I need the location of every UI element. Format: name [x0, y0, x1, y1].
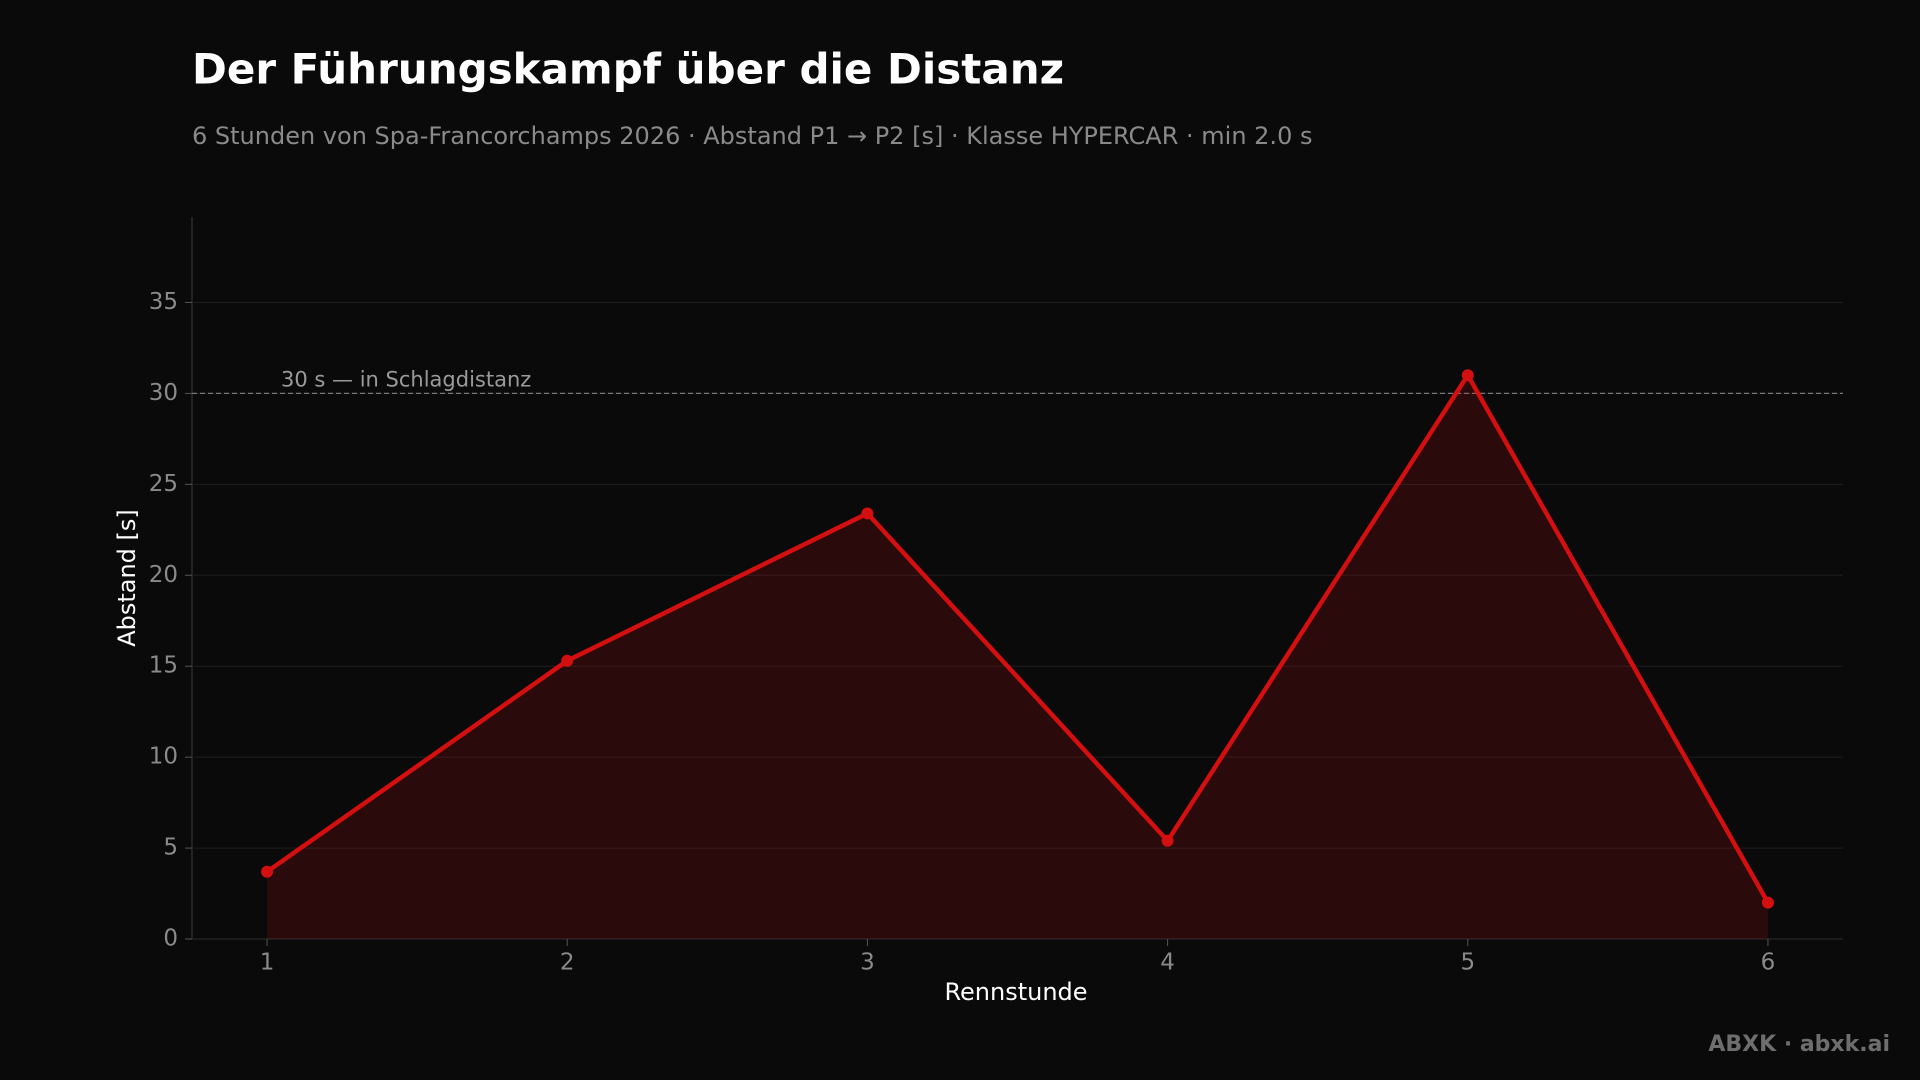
y-tick-label: 0 [163, 926, 178, 952]
area [267, 375, 1768, 939]
y-axis-label: Abstand [s] [113, 509, 141, 647]
watermark: ABXK · abxk.ai [1708, 1032, 1890, 1057]
point [261, 865, 274, 878]
y-tick-label: 20 [149, 562, 178, 588]
x-tick-label: 4 [1160, 950, 1175, 976]
y-tick-label: 30 [149, 380, 178, 406]
line [265, 370, 1770, 904]
point [1761, 896, 1774, 909]
y-tick-label: 35 [149, 289, 178, 315]
chart-subtitle: 6 Stunden von Spa-Francorchamps 2026 · A… [192, 122, 1312, 150]
y-tick-label: 15 [149, 653, 178, 679]
x-tick-label: 2 [560, 950, 575, 976]
x-tick-label: 5 [1460, 950, 1475, 976]
y-tick-label: 5 [163, 835, 178, 861]
x-axis-label: Rennstunde [944, 978, 1087, 1006]
point [861, 507, 874, 520]
point [561, 654, 574, 667]
y-tick-label: 25 [149, 471, 178, 497]
point [1461, 369, 1474, 382]
chart-title: Der Führungskampf über die Distanz [192, 45, 1064, 94]
x-tick-label: 3 [860, 950, 875, 976]
reference-label: 30 s — in Schlagdistanz [281, 367, 531, 391]
x-tick-label: 6 [1761, 950, 1776, 976]
x-tick-label: 1 [260, 950, 275, 976]
y-tick-label: 10 [149, 744, 178, 770]
point [1161, 834, 1174, 847]
